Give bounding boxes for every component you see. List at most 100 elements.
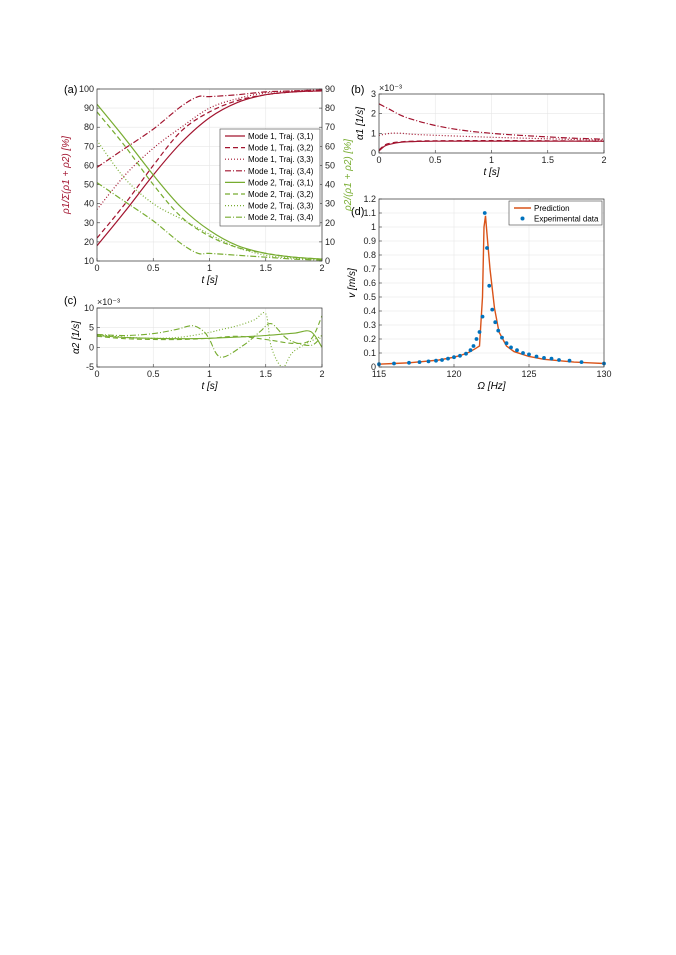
experimental-data-point bbox=[426, 359, 431, 364]
y-tick-label: 1 bbox=[371, 128, 376, 138]
y-tick-label: -5 bbox=[86, 362, 94, 372]
y-tick-label: 3 bbox=[371, 89, 376, 99]
x-axis-label: t [s] bbox=[201, 381, 217, 392]
experimental-data-point bbox=[477, 330, 482, 334]
legend-entry: Experimental data bbox=[534, 215, 599, 224]
y-tick-label: 0.8 bbox=[363, 250, 376, 260]
y-right-tick-label: 40 bbox=[325, 180, 335, 190]
experimental-data-point bbox=[515, 348, 519, 353]
legend-entry: Mode 1, Traj. (3,4) bbox=[248, 167, 314, 176]
y-right-tick-label: 80 bbox=[325, 103, 335, 113]
panel-d-frequency-response-plot: 115 120 125 130 0 0.1 0.2 0.3 0.4 0.5 0.6 0.7 0.8 0.9… bbox=[347, 194, 612, 392]
legend-entry: Prediction bbox=[534, 204, 570, 213]
y-tick-label: 0.1 bbox=[363, 348, 376, 358]
experimental-data-point bbox=[392, 361, 396, 366]
y-right-tick-label: 20 bbox=[325, 218, 335, 228]
y-tick-label: 0.6 bbox=[363, 278, 376, 288]
experimental-data-point bbox=[480, 314, 485, 319]
y-tick-label: 0.9 bbox=[363, 236, 376, 246]
experimental-data-point bbox=[534, 354, 539, 359]
x-tick-label: 0.5 bbox=[147, 369, 160, 379]
y-tick-label: 30 bbox=[84, 218, 94, 228]
y-tick-label: 5 bbox=[89, 323, 94, 333]
y-tick-label: 1.2 bbox=[363, 194, 376, 204]
y-tick-label: 40 bbox=[84, 199, 94, 209]
x-axis-label: Ω [Hz] bbox=[477, 381, 505, 392]
legend-entry: Mode 2, Traj. (3,3) bbox=[248, 202, 314, 211]
y-tick-label: 10 bbox=[84, 256, 94, 266]
panel-label-d: (d) bbox=[351, 206, 364, 218]
series-line-mode2-dash bbox=[97, 111, 322, 260]
x-tick-label: 2 bbox=[319, 263, 324, 273]
y-axis-label-right: ρ2/(ρ1 + ρ2) [%] bbox=[343, 139, 354, 212]
y-right-tick-label: 90 bbox=[325, 84, 335, 94]
x-tick-label: 0.5 bbox=[429, 155, 442, 165]
legend-entry: Mode 2, Traj. (3,4) bbox=[248, 213, 314, 222]
experimental-data-point bbox=[527, 352, 531, 357]
experimental-data-point bbox=[493, 320, 498, 325]
x-tick-label: 0 bbox=[376, 155, 381, 165]
experimental-data-point bbox=[490, 307, 495, 312]
experimental-data-point bbox=[474, 337, 479, 341]
y-tick-label: 0.5 bbox=[363, 292, 376, 302]
y-axis-label-left: ρ1/Σ(ρ1 + ρ2) [%] bbox=[61, 136, 72, 215]
plot-frame bbox=[96, 307, 323, 368]
x-tick-label: 120 bbox=[446, 369, 461, 379]
x-tick-label: 125 bbox=[521, 369, 536, 379]
experimental-data-point bbox=[549, 356, 554, 361]
experimental-data-point bbox=[434, 358, 438, 363]
experimental-data-point bbox=[557, 358, 561, 362]
y-tick-label: 0.4 bbox=[363, 306, 376, 316]
legend-entry: Mode 1, Traj. (3,2) bbox=[248, 144, 314, 153]
plot-frame bbox=[378, 93, 605, 154]
experimental-data-point bbox=[471, 344, 476, 348]
experimental-data-point bbox=[407, 360, 411, 365]
x-tick-label: 1 bbox=[489, 155, 494, 165]
y-right-tick-label: 10 bbox=[325, 237, 335, 247]
experimental-data-point bbox=[485, 246, 489, 250]
x-tick-label: 0.5 bbox=[147, 263, 160, 273]
x-tick-label: 0 bbox=[94, 263, 99, 273]
plot-frame bbox=[378, 198, 605, 368]
panel-label-c: (c) bbox=[64, 295, 77, 307]
series-line-alpha2-dot bbox=[97, 312, 322, 367]
experimental-data-point bbox=[567, 358, 572, 363]
y-right-tick-label: 30 bbox=[325, 199, 335, 209]
y-tick-label: 70 bbox=[84, 141, 94, 151]
series-line-alpha2-dashdot bbox=[97, 322, 322, 358]
y-tick-label: 0.7 bbox=[363, 264, 376, 274]
experimental-data-point bbox=[521, 351, 525, 355]
x-tick-label: 1 bbox=[207, 369, 212, 379]
panel-a-mode-share-plot: 0 0.5 1 1.5 21020304050607080901000102030405… bbox=[61, 84, 354, 286]
y-tick-label: 1.1 bbox=[363, 208, 376, 218]
x-tick-label: 130 bbox=[596, 369, 611, 379]
plot-frame bbox=[96, 88, 323, 262]
y-axis-label: α1 [1/s] bbox=[355, 107, 366, 140]
legend-entry: Mode 2, Traj. (3,1) bbox=[248, 178, 314, 187]
x-tick-label: 115 bbox=[372, 369, 386, 379]
experimental-data-point bbox=[579, 360, 584, 364]
y-axis-label: α2 [1/s] bbox=[71, 321, 82, 354]
series-line-alpha1-dash bbox=[379, 139, 604, 151]
exponent-label: ×10⁻³ bbox=[97, 297, 120, 307]
y-tick-label: 80 bbox=[84, 122, 94, 132]
y-tick-label: 50 bbox=[84, 180, 94, 190]
legend-swatch-experimental bbox=[520, 216, 525, 221]
experimental-data-point bbox=[496, 328, 501, 333]
y-tick-label: 2 bbox=[371, 109, 376, 119]
experimental-data-point bbox=[504, 341, 509, 346]
y-right-tick-label: 50 bbox=[325, 160, 335, 170]
y-tick-label: 10 bbox=[84, 303, 94, 313]
legend-box bbox=[219, 128, 321, 227]
x-tick-label: 0 bbox=[94, 369, 99, 379]
panel-b-alpha1-plot: 0 0.5 1 1.5 2 0 1 2 3×10⁻³ t [s] α1 [1/s] bbox=[355, 83, 607, 178]
y-tick-label: 0.3 bbox=[363, 320, 376, 330]
y-tick-label: 0 bbox=[371, 148, 376, 158]
legend-entry: Mode 2, Traj. (3,2) bbox=[248, 190, 314, 199]
experimental-data-point bbox=[487, 283, 492, 288]
legend-entry: Mode 1, Traj. (3,1) bbox=[248, 132, 314, 141]
experimental-data-point bbox=[468, 348, 473, 353]
experimental-data-point bbox=[452, 355, 456, 360]
y-tick-label: 0.2 bbox=[363, 334, 376, 344]
